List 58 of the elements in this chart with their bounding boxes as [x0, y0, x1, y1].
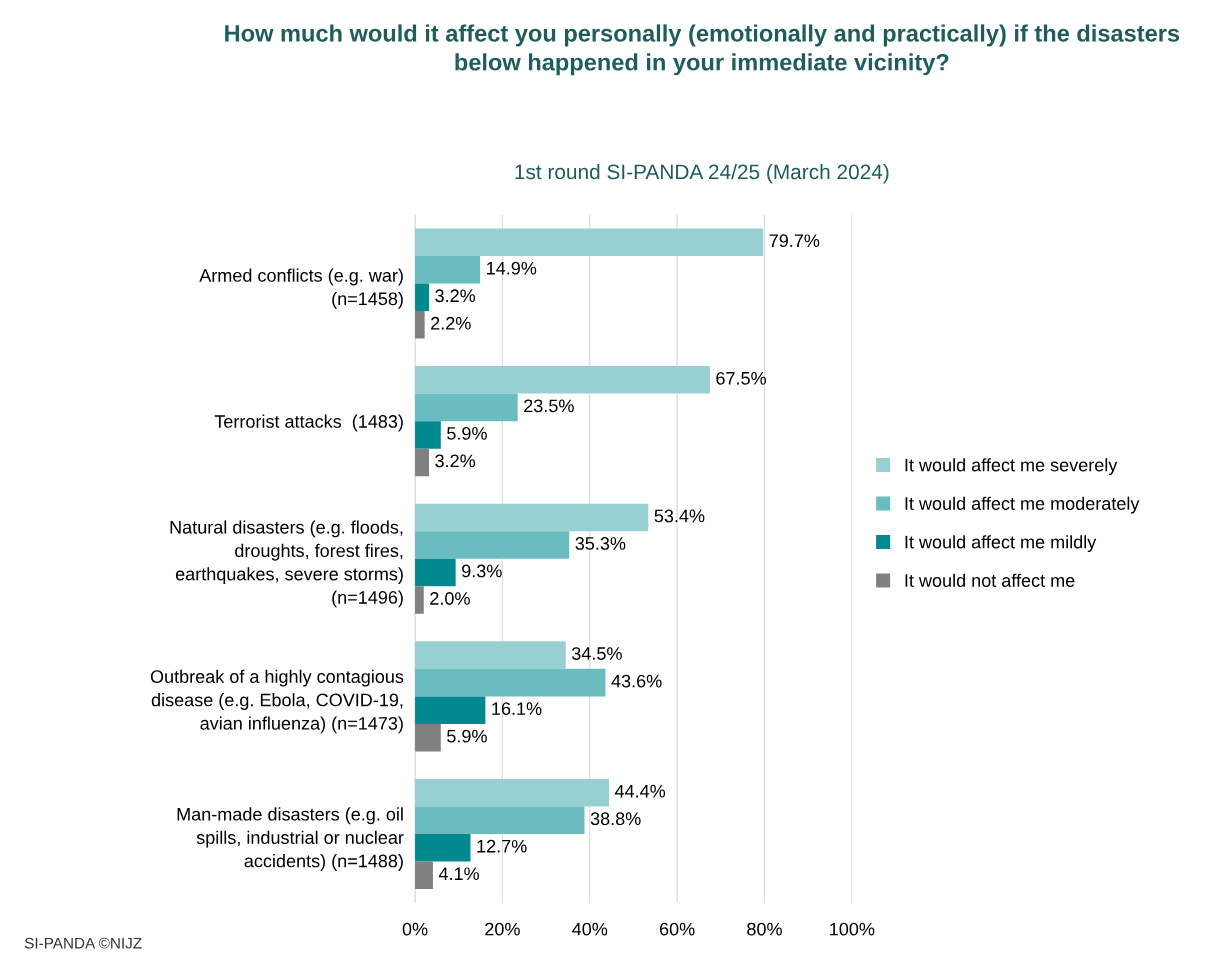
bar: [415, 256, 481, 284]
bar: [415, 668, 606, 697]
x-tick-label: 100%: [830, 922, 875, 936]
text: SI-PANDA ©NIJZ: [24, 937, 142, 949]
legend-label: It would affect me severely: [905, 458, 1118, 476]
y-tick-label: Armed conflicts (e.g. war) (n=1458): [199, 268, 403, 309]
y-tick-label: Terrorist attacks (1483): [214, 414, 403, 432]
bar: [415, 421, 441, 449]
data-label: 44.4%: [614, 784, 666, 798]
bar: [415, 311, 425, 339]
data-label: 38.8%: [590, 812, 641, 826]
bar: [415, 861, 433, 890]
legend-label: It would affect me mildly: [905, 535, 1097, 553]
data-label: 14.9%: [487, 261, 537, 275]
data-label: 53.4%: [654, 509, 705, 523]
bar: [415, 366, 710, 394]
bar: [415, 833, 471, 862]
x-tick-label: 40%: [572, 922, 608, 936]
bar: [415, 283, 430, 312]
bar: [415, 228, 764, 256]
chart-title: How much would it affect you personally (emotionally and practically) if the disasters below happened in your immediate vicinity?: [225, 24, 1180, 76]
data-label: 3.2%: [435, 454, 476, 468]
data-label: 9.3%: [462, 564, 502, 578]
data-label: 35.3%: [575, 537, 626, 550]
data-label: 67.5%: [716, 371, 766, 385]
data-label: 16.1%: [492, 702, 542, 715]
data-label: 4.1%: [438, 867, 480, 881]
legend-label: It would affect me moderately: [905, 496, 1140, 514]
bar: [415, 448, 430, 477]
x-tick-label: 20%: [485, 922, 520, 936]
bar: [415, 558, 456, 587]
data-label: 5.9%: [447, 426, 487, 440]
chart-subtitle: 1st round SI-PANDA 24/25 (March 2024): [515, 163, 889, 184]
data-label: 23.5%: [524, 399, 574, 413]
bar: [415, 586, 424, 614]
data-label: 3.2%: [435, 289, 476, 303]
bar: [415, 531, 570, 559]
y-tick-label: Man-made disasters (e.g. oil spills, industrial or nuclear accidents) (n=1488): [177, 807, 404, 871]
data-label: 34.5%: [571, 647, 622, 660]
data-label: 12.7%: [477, 839, 527, 853]
bar: [415, 393, 518, 422]
data-label: 2.0%: [430, 592, 470, 605]
bar: [415, 723, 441, 752]
data-label: 43.6%: [611, 674, 662, 688]
bar: [415, 778, 609, 807]
bar: [415, 806, 585, 834]
data-label: 79.7%: [769, 234, 820, 248]
x-tick-label: 60%: [659, 922, 695, 936]
x-tick-label: 80%: [747, 922, 782, 936]
data-label: 2.2%: [431, 316, 471, 330]
bar: [415, 696, 486, 724]
bar: [415, 503, 649, 532]
y-tick-label: Outbreak of a highly contagious disease (e.g. Ebola, COVID-19, avian influenza) (n=1473): [150, 669, 404, 734]
bar: [415, 641, 566, 669]
legend-label: It would not affect me: [905, 573, 1075, 587]
x-tick-label: 0%: [402, 922, 428, 936]
y-tick-label: Natural disasters (e.g. floods, droughts, forest fires, earthquakes, severe storms) (n=1496): [170, 520, 403, 608]
data-label: 5.9%: [447, 729, 487, 743]
